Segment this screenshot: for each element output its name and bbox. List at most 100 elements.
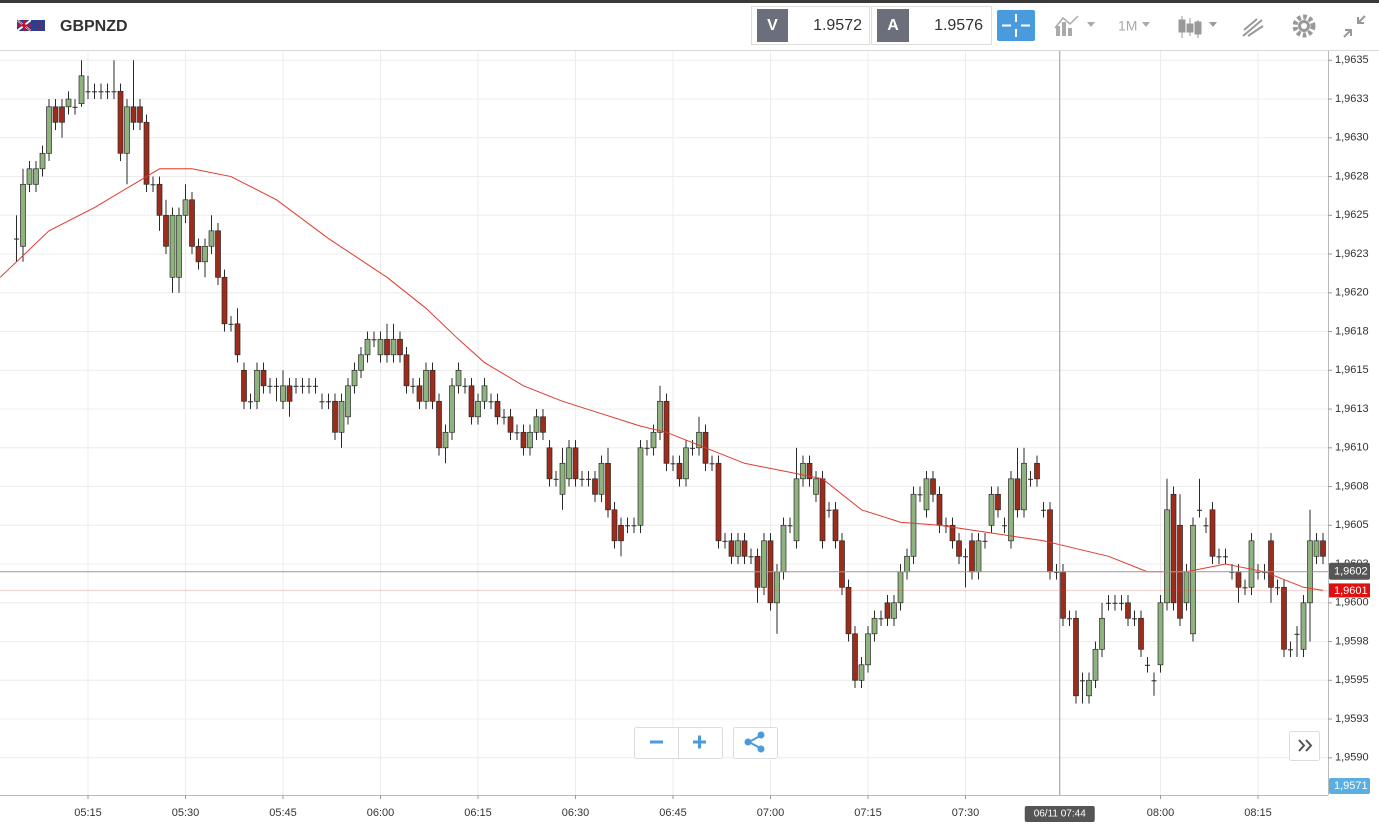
candle-body — [1300, 602, 1307, 650]
candle-body — [371, 339, 377, 341]
candle-body — [520, 431, 527, 449]
candle-style-button[interactable] — [1178, 16, 1217, 38]
draw-tool-button[interactable] — [1242, 18, 1264, 37]
y-tick-label: 1,9595 — [1335, 674, 1369, 686]
crosshair-price-label: 1,9602 — [1334, 566, 1368, 578]
candle-body — [59, 106, 65, 123]
candle-body — [930, 478, 936, 495]
candle-body — [1001, 525, 1007, 527]
candle-body — [631, 525, 637, 527]
candle-body — [241, 369, 247, 402]
candle-body — [1118, 602, 1124, 604]
candle-body — [221, 276, 228, 325]
candle-body — [1099, 617, 1105, 650]
candle-body — [598, 462, 605, 495]
candle-body — [975, 540, 982, 573]
candle-body — [832, 509, 839, 542]
scroll-end-button[interactable] — [1289, 731, 1320, 761]
candle-body — [1242, 587, 1248, 589]
x-tick-label: 08:15 — [1244, 807, 1272, 819]
moving-average — [0, 168, 1324, 591]
x-tick-label: 06:30 — [562, 807, 590, 819]
candle-body — [72, 106, 78, 108]
candle-body — [625, 525, 631, 527]
candle-body — [1157, 602, 1164, 666]
candle-body — [657, 400, 663, 433]
candle-body — [195, 245, 202, 263]
candle-body — [761, 540, 767, 588]
candle-body — [806, 462, 813, 480]
ask-price: 1.9576 — [934, 17, 983, 34]
y-tick-label: 1,9613 — [1335, 403, 1369, 415]
y-tick-label: 1,9598 — [1335, 635, 1369, 647]
candle-body — [507, 416, 514, 433]
candle-body — [46, 106, 52, 154]
candle-body — [884, 602, 891, 619]
candle-body — [189, 199, 195, 247]
candle-body — [780, 524, 787, 573]
settings-button[interactable] — [1292, 14, 1316, 38]
candle-body — [26, 168, 33, 185]
candle-body — [644, 447, 650, 449]
candle-body — [748, 556, 754, 558]
candle-body — [650, 431, 657, 449]
crosshair-time-label: 06/11 07:44 — [1034, 809, 1087, 820]
timeframe[interactable]: 1M — [1118, 18, 1137, 34]
candle-body — [949, 524, 956, 542]
share-button[interactable] — [733, 727, 778, 759]
candle-body — [969, 540, 975, 573]
candle-body — [858, 664, 865, 681]
timeframe-caret — [1142, 22, 1150, 27]
candle-body — [878, 618, 884, 620]
candle-body — [358, 354, 364, 371]
candle-body — [826, 509, 832, 511]
candle-body — [468, 385, 475, 418]
candle-body — [586, 478, 592, 480]
offscale-price-label: 1,9571 — [1334, 780, 1368, 792]
candle-body — [403, 354, 410, 387]
candle-body — [92, 91, 98, 93]
candle-body — [267, 385, 273, 387]
toolbar — [0, 3, 1379, 50]
candle-body — [313, 385, 319, 387]
candle-body — [481, 385, 488, 402]
candle-body — [1281, 586, 1287, 650]
candle-body — [1248, 540, 1255, 588]
candle-body — [182, 199, 189, 216]
crosshair-price-tag — [1329, 562, 1370, 580]
ask-label: A — [887, 17, 899, 34]
candle-body — [33, 168, 39, 185]
collapse-button[interactable] — [1343, 15, 1366, 38]
candle-body — [1235, 571, 1242, 588]
plot-area: 1,9635 1,9633 1,9630 1,9628 1,9625 1,9623 1,96… — [0, 51, 1370, 822]
candle-body — [865, 633, 871, 666]
candle-body — [234, 323, 241, 356]
zoom-controls — [634, 727, 723, 759]
candle-body — [1196, 509, 1202, 511]
crosshair-button[interactable] — [997, 10, 1035, 41]
y-tick-label: 1,9610 — [1335, 442, 1369, 454]
ask-badge — [877, 9, 909, 42]
candle-body — [995, 493, 1001, 511]
candle-body — [605, 462, 611, 511]
x-tick-label: 05:15 — [74, 807, 102, 819]
y-tick-label: 1,9600 — [1335, 597, 1369, 609]
y-tick-label: 1,9605 — [1335, 519, 1369, 531]
candle-body — [65, 98, 72, 108]
candle-body — [1268, 540, 1274, 588]
candle-body — [559, 462, 566, 495]
candle-body — [722, 540, 728, 542]
candle-body — [390, 338, 397, 356]
candle-body — [300, 385, 306, 387]
candle-body — [774, 571, 780, 604]
zoom-in-button[interactable] — [693, 735, 706, 749]
candle-body — [462, 385, 468, 387]
candle-body — [871, 617, 878, 635]
candle-body — [1216, 556, 1222, 558]
candle-body — [248, 401, 254, 403]
chart-type-button[interactable] — [1054, 15, 1095, 36]
candle-body — [345, 385, 351, 418]
candle-body — [1060, 571, 1066, 619]
candle-body — [676, 462, 683, 480]
bid-price: 1.9572 — [813, 17, 862, 34]
